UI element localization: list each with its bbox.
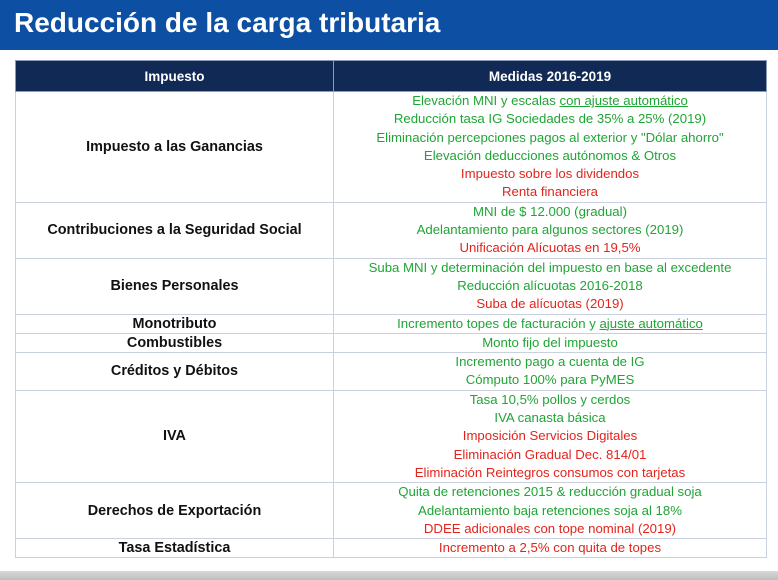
impuesto-cell: Combustibles bbox=[15, 332, 334, 353]
medida-text: Elevación MNI y escalas bbox=[412, 93, 560, 108]
medida-text: Monto fijo del impuesto bbox=[482, 334, 618, 350]
medida-underlined-text: ajuste automático bbox=[599, 315, 703, 331]
medida-text: Tasa 10,5% pollos y cerdos bbox=[469, 391, 631, 407]
table-row: Monotributo Incremento topes de facturaci… bbox=[15, 313, 767, 334]
medida-text: Eliminación percepciones pagos al exteri… bbox=[376, 129, 724, 145]
medida-cell: Elevación deducciones autónomos & Otros bbox=[333, 146, 767, 166]
medida-cell: Adelantamiento baja retenciones soja al … bbox=[333, 501, 767, 520]
medida-text: Suba de alícuotas (2019) bbox=[476, 296, 624, 312]
table-row: Cómputo 100% para PyMES bbox=[16, 371, 767, 391]
medida-cell: Impuesto sobre los dividendos bbox=[333, 165, 767, 184]
table-row: Impuesto sobre los dividendos bbox=[16, 165, 767, 184]
table-row: Derechos de Exportación Quita de retencio… bbox=[15, 482, 767, 539]
table-row: Créditos y Débitos Incremento pago a cuen… bbox=[15, 352, 767, 391]
impuesto-cell: Bienes Personales bbox=[15, 257, 334, 315]
table-row: Suba de alícuotas (2019) bbox=[16, 295, 767, 315]
medida-text: Suba MNI y determinación del impuesto en… bbox=[368, 259, 732, 275]
page-title: Reducción de la carga tributaria bbox=[14, 7, 441, 38]
table-header-row: Impuesto Medidas 2016-2019 bbox=[15, 60, 767, 92]
medida-cell: Adelantamiento para algunos sectores (20… bbox=[333, 221, 767, 240]
medida-cell: DDEE adicionales con tope nominal (2019) bbox=[333, 519, 767, 539]
table-row: Adelantamiento baja retenciones soja al … bbox=[16, 501, 767, 520]
medida-text: Elevación deducciones autónomos & Otros bbox=[423, 147, 677, 163]
table-row: IVA canasta básica bbox=[16, 409, 767, 428]
medida-cell: Reducción tasa IG Sociedades de 35% a 25… bbox=[333, 110, 767, 129]
table-row: Renta financiera bbox=[16, 183, 767, 203]
medida-cell: Elevación MNI y escalas con ajuste autom… bbox=[333, 91, 767, 111]
title-bar: Reducción de la carga tributaria bbox=[0, 0, 778, 50]
medida-cell: Eliminación Gradual Dec. 814/01 bbox=[333, 445, 767, 464]
medida-cell: Suba de alícuotas (2019) bbox=[333, 295, 767, 315]
medida-cell: Eliminación percepciones pagos al exteri… bbox=[333, 128, 767, 147]
medida-cell: Reducción alícuotas 2016-2018 bbox=[333, 276, 767, 296]
medida-text: Adelantamiento para algunos sectores (20… bbox=[416, 222, 684, 238]
medida-text: IVA canasta básica bbox=[494, 410, 606, 426]
medida-text: Adelantamiento baja retenciones soja al … bbox=[418, 502, 682, 518]
medida-text: Imposición Servicios Digitales bbox=[462, 428, 638, 444]
medida-cell: Incremento a 2,5% con quita de topes bbox=[333, 538, 767, 559]
impuesto-cell: Contribuciones a la Seguridad Social bbox=[15, 201, 334, 259]
table-row: Impuesto a las Ganancias Elevación MNI y … bbox=[15, 91, 767, 203]
table-row: Imposición Servicios Digitales bbox=[16, 427, 767, 446]
medida-text: Reducción tasa IG Sociedades de 35% a 25… bbox=[393, 111, 707, 127]
table-body: Impuesto a las Ganancias Elevación MNI y … bbox=[15, 91, 767, 559]
table-row: Bienes Personales Suba MNI y determinació… bbox=[15, 257, 767, 315]
medida-text: Eliminación Reintegros consumos con tarj… bbox=[414, 464, 686, 480]
medida-text: Cómputo 100% para PyMES bbox=[465, 372, 635, 388]
medida-text: Incremento a 2,5% con quita de topes bbox=[438, 540, 662, 556]
medida-text: Incremento pago a cuenta de IG bbox=[455, 354, 645, 370]
medida-text: Reducción alícuotas 2016-2018 bbox=[457, 277, 643, 293]
medida-text: DDEE adicionales con tope nominal (2019) bbox=[423, 520, 677, 536]
table-row: Eliminación percepciones pagos al exteri… bbox=[16, 128, 767, 147]
medida-cell: MNI de $ 12.000 (gradual) bbox=[333, 201, 767, 222]
impuesto-cell: IVA bbox=[15, 389, 334, 483]
medida-underlined-text: con ajuste automático bbox=[559, 93, 688, 108]
impuesto-cell: Derechos de Exportación bbox=[15, 482, 334, 539]
impuesto-cell: Créditos y Débitos bbox=[15, 352, 334, 391]
table-row: Adelantamiento para algunos sectores (20… bbox=[16, 221, 767, 240]
header-impuesto: Impuesto bbox=[15, 60, 334, 92]
medida-cell: Renta financiera bbox=[333, 183, 767, 203]
impuesto-cell: Impuesto a las Ganancias bbox=[15, 91, 334, 203]
table-row: Reducción tasa IG Sociedades de 35% a 25… bbox=[16, 110, 767, 129]
table-row: Elevación deducciones autónomos & Otros bbox=[16, 146, 767, 166]
tax-table: Impuesto Medidas 2016-2019 Impuesto a la… bbox=[15, 60, 767, 559]
table-row: IVA Tasa 10,5% pollos y cerdos bbox=[15, 389, 767, 483]
table-row: Eliminación Reintegros consumos con tarj… bbox=[16, 463, 767, 483]
medida-cell: Quita de retenciones 2015 & reducción gr… bbox=[333, 482, 767, 502]
impuesto-cell: Tasa Estadística bbox=[15, 538, 334, 559]
medida-cell: Cómputo 100% para PyMES bbox=[333, 371, 767, 391]
impuesto-cell: Monotributo bbox=[15, 313, 334, 334]
medida-cell: Imposición Servicios Digitales bbox=[333, 427, 767, 446]
table-row: Combustibles Monto fijo del impuesto bbox=[15, 332, 767, 353]
table-row: Unificación Alícuotas en 19,5% bbox=[16, 239, 767, 259]
table-row: DDEE adicionales con tope nominal (2019) bbox=[16, 519, 767, 539]
medida-text: Unificación Alícuotas en 19,5% bbox=[459, 240, 641, 256]
medida-text: Eliminación Gradual Dec. 814/01 bbox=[453, 446, 647, 462]
medida-cell: Unificación Alícuotas en 19,5% bbox=[333, 239, 767, 259]
medida-text: Incremento topes de facturación y bbox=[397, 315, 600, 331]
medida-text: Quita de retenciones 2015 & reducción gr… bbox=[398, 484, 702, 500]
medida-cell: IVA canasta básica bbox=[333, 409, 767, 428]
medida-cell: Incremento pago a cuenta de IG bbox=[333, 352, 767, 372]
medida-cell: Incremento topes de facturación y ajuste… bbox=[333, 313, 767, 334]
medida-text: Impuesto sobre los dividendos bbox=[460, 166, 640, 182]
header-medidas: Medidas 2016-2019 bbox=[333, 60, 767, 92]
medida-cell: Suba MNI y determinación del impuesto en… bbox=[333, 257, 767, 277]
bottom-bar bbox=[0, 571, 778, 580]
table-row: Reducción alícuotas 2016-2018 bbox=[16, 276, 767, 296]
medida-cell: Eliminación Reintegros consumos con tarj… bbox=[333, 463, 767, 483]
medida-text: MNI de $ 12.000 (gradual) bbox=[473, 203, 627, 219]
table-row: Eliminación Gradual Dec. 814/01 bbox=[16, 445, 767, 464]
table-row: Tasa Estadística Incremento a 2,5% con qu… bbox=[15, 538, 767, 559]
medida-cell: Monto fijo del impuesto bbox=[333, 332, 767, 353]
table-row: Contribuciones a la Seguridad Social MNI … bbox=[15, 201, 767, 259]
medida-cell: Tasa 10,5% pollos y cerdos bbox=[333, 389, 767, 410]
medida-text: Renta financiera bbox=[501, 184, 599, 200]
